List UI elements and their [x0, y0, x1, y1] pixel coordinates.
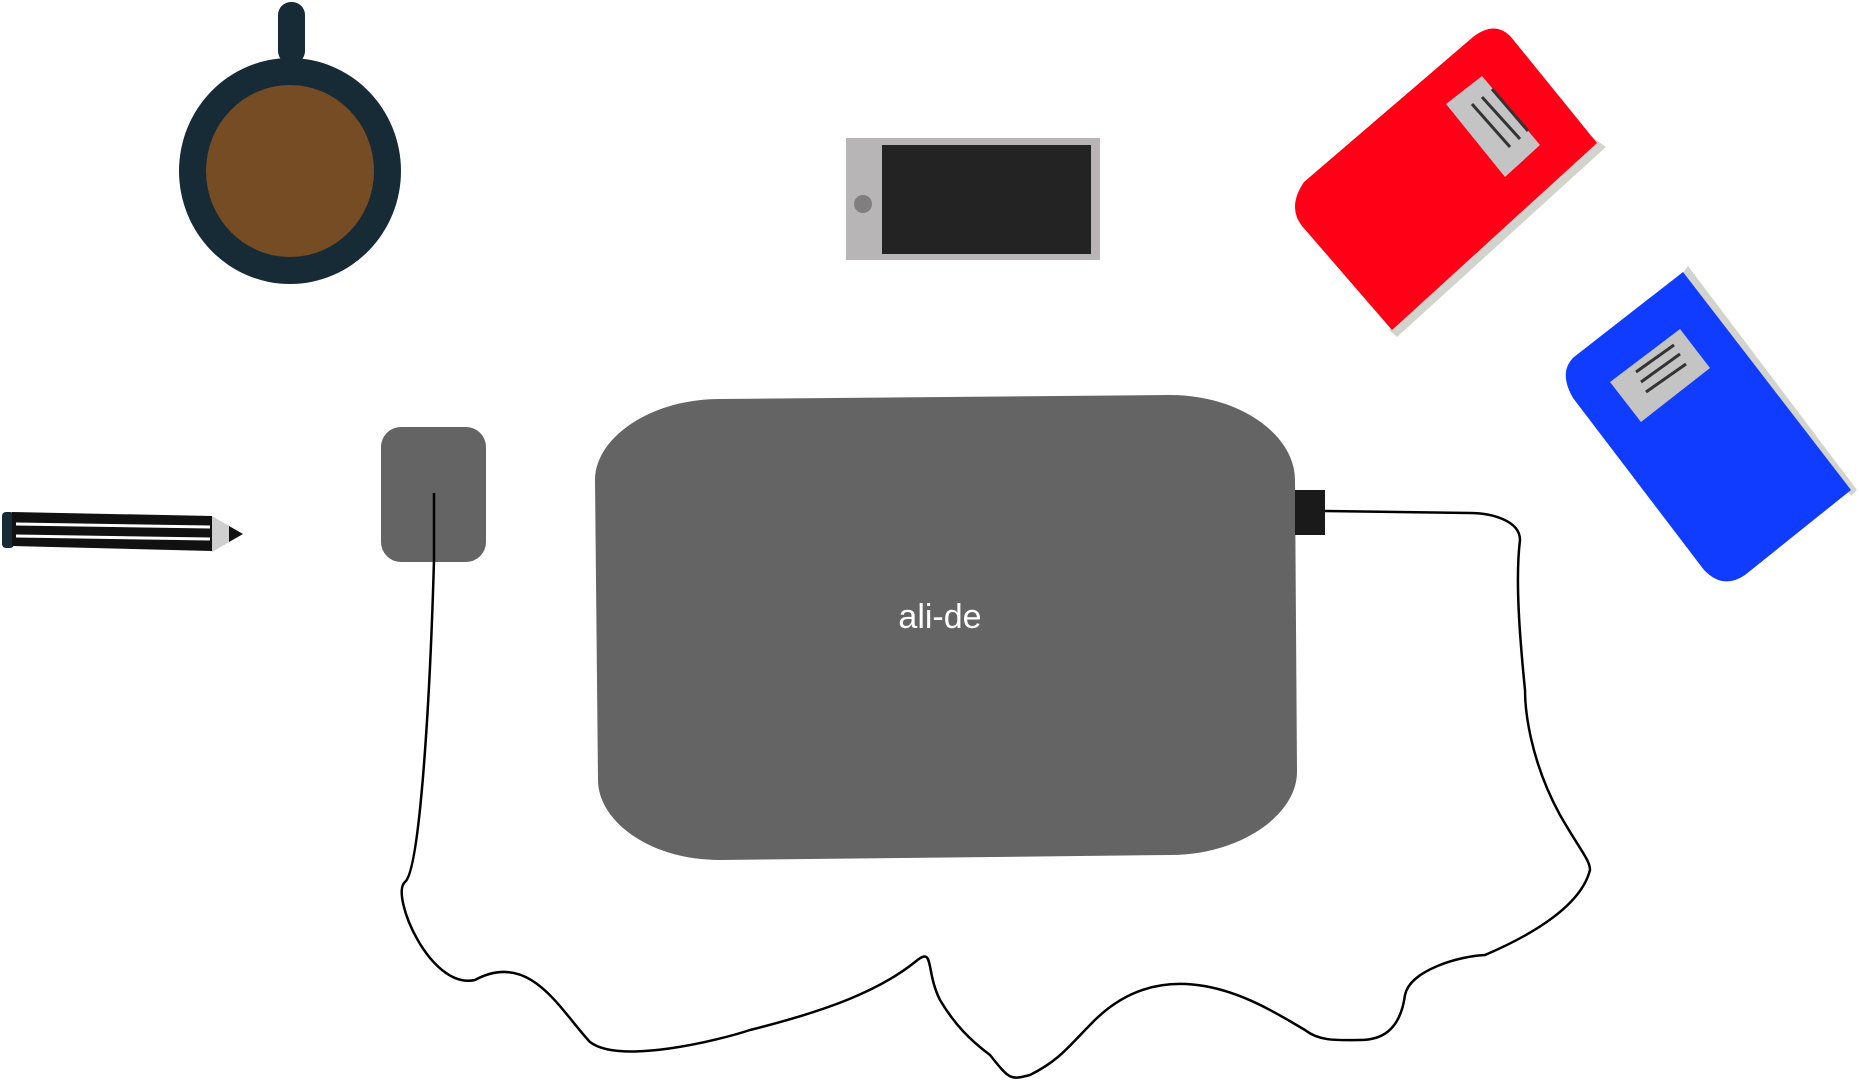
pencil-lead	[229, 526, 243, 542]
blue-notebook-label-lines	[1635, 343, 1687, 394]
pencil-stripe-bottom	[15, 534, 211, 541]
pencil-eraser	[2, 512, 14, 548]
laptop-icon: ali-de	[595, 395, 1325, 860]
laptop-body	[595, 395, 1297, 860]
coffee-surface	[206, 85, 374, 257]
phone-home-button	[854, 195, 872, 213]
blue-notebook-label	[1610, 329, 1710, 422]
mouse-cable	[400, 493, 1592, 1079]
blue-notebook-pages	[1682, 266, 1857, 496]
red-notebook-label-lines	[1470, 88, 1530, 148]
red-notebook-icon	[1294, 28, 1606, 337]
pencil-icon	[2, 512, 243, 552]
cup-handle	[278, 2, 305, 64]
blue-notebook-icon	[1565, 266, 1857, 582]
red-notebook-cover	[1294, 28, 1597, 330]
phone-screen	[882, 145, 1091, 254]
pencil-tip	[212, 516, 243, 552]
smartphone-icon	[846, 138, 1100, 260]
laptop-charger-plug	[1295, 490, 1325, 535]
blue-notebook-cover	[1565, 272, 1851, 582]
coffee-cup-icon	[179, 2, 401, 284]
pencil-body	[12, 512, 212, 551]
laptop-label: ali-de	[898, 598, 981, 636]
pencil-stripe-top	[15, 522, 211, 529]
